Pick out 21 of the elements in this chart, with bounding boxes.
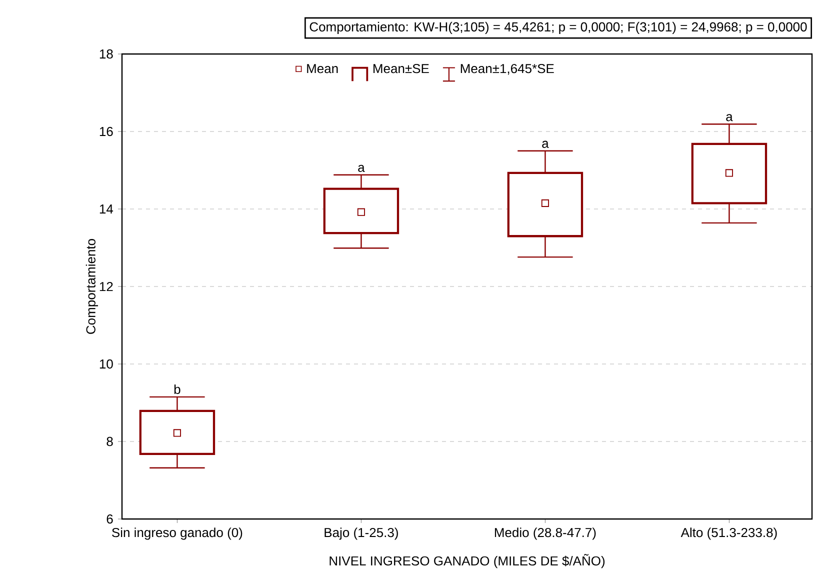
annotation: Mean±1,645*SE xyxy=(460,64,554,75)
annotation: a xyxy=(358,164,365,172)
x-tick-label: Bajo (1-25.3) xyxy=(324,528,398,540)
x-axis-title: NIVEL INGRESO GANADO (MILES DE $/AÑO) xyxy=(330,554,605,568)
annotation: Mean xyxy=(307,64,338,74)
y-tick-label: 16 xyxy=(100,126,113,136)
annotation: Mean±SE xyxy=(374,64,429,74)
y-tick-label: 6 xyxy=(106,514,113,524)
y-tick-label: 8 xyxy=(106,436,113,446)
annotation: a xyxy=(542,140,549,148)
x-tick-label: Medio (28.8-47.7) xyxy=(494,528,596,540)
y-tick-label: 14 xyxy=(100,204,114,214)
annotation: b xyxy=(174,384,180,394)
chart-title: Comportamiento: KW-H(3;105) = 45,4261; p = 0,0000; F(3;101) = 24,9968; p = 0,0000 xyxy=(310,22,807,34)
y-tick-label: 10 xyxy=(100,359,113,369)
annotation: a xyxy=(726,114,733,122)
y-tick-label: 18 xyxy=(100,49,113,59)
x-tick-label: Sin ingreso ganado (0) xyxy=(112,528,242,540)
y-axis-title: Comportamiento xyxy=(86,239,98,334)
x-tick-label: Alto (51.3-233.8) xyxy=(680,528,777,540)
y-tick-label: 12 xyxy=(100,282,113,292)
